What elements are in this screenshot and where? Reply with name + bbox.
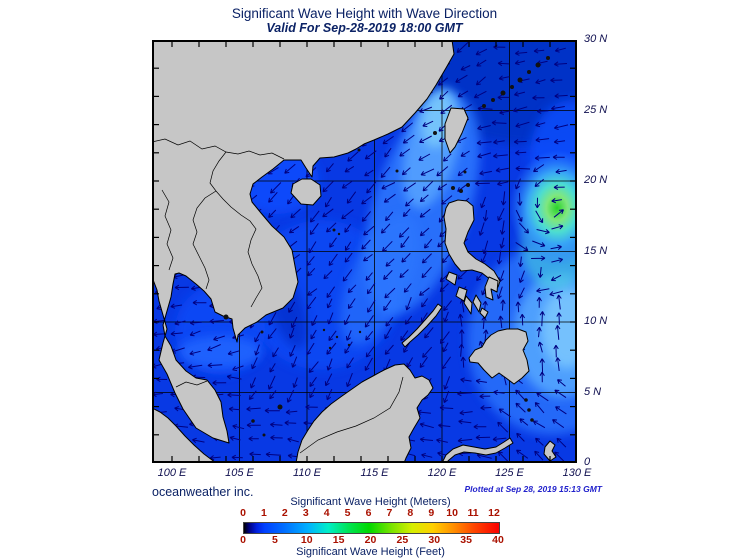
land-mindoro bbox=[445, 271, 458, 286]
colorbar-feet-number: 30 bbox=[428, 534, 441, 546]
ocean-wave-field bbox=[153, 41, 576, 462]
land-cebu bbox=[472, 294, 482, 313]
lat-label: 5 N bbox=[584, 385, 602, 398]
lon-label: 110 E bbox=[293, 467, 321, 479]
lat-label: 25 N bbox=[584, 103, 608, 116]
land-palawan bbox=[401, 303, 443, 348]
colorbar-feet-number: 15 bbox=[332, 534, 345, 546]
small-islands bbox=[223, 56, 550, 437]
colorbar-gradient bbox=[243, 522, 500, 534]
lat-label: 0 bbox=[584, 456, 591, 468]
colorbar-feet-number: 5 bbox=[271, 534, 278, 546]
lon-label: 130 E bbox=[562, 467, 592, 479]
lon-label: 100 E bbox=[157, 467, 187, 479]
colorbar-meters-number: 11 bbox=[467, 507, 479, 519]
land-samar-leyte bbox=[484, 276, 499, 301]
land-bohol bbox=[479, 307, 489, 319]
colorbar-feet-number: 10 bbox=[300, 534, 313, 546]
land-mindanao bbox=[468, 328, 530, 385]
colorbar-feet-number: 0 bbox=[240, 534, 246, 546]
land-sumatra bbox=[153, 407, 216, 462]
lon-label: 115 E bbox=[360, 467, 389, 479]
land-asia-mainland bbox=[153, 41, 455, 444]
colorbar-caption-meters: Significant Wave Height (Meters) bbox=[290, 496, 451, 508]
valid-time-subtitle: Valid For Sep-28-2019 18:00 GMT bbox=[266, 21, 463, 35]
credit-text: oceanweather inc. bbox=[152, 485, 254, 499]
colorbar-meters-number: 5 bbox=[344, 507, 351, 519]
colorbar-meters-number: 12 bbox=[488, 507, 500, 519]
country-borders bbox=[153, 138, 404, 454]
colorbar-meters-number: 7 bbox=[386, 507, 393, 519]
lat-label: 10 N bbox=[584, 315, 608, 327]
colorbar-feet-number: 20 bbox=[364, 534, 377, 546]
colorbar-meters-number: 6 bbox=[365, 507, 372, 519]
colorbar-meters-number: 0 bbox=[240, 507, 246, 519]
land-negros bbox=[463, 295, 473, 315]
land-hainan bbox=[290, 178, 322, 206]
page-title: Significant Wave Height with Wave Direct… bbox=[231, 6, 498, 21]
map-canvas bbox=[152, 40, 577, 463]
colorbar-meters-number: 3 bbox=[302, 507, 309, 519]
lon-label: 125 E bbox=[495, 467, 524, 479]
lat-label: 30 N bbox=[584, 33, 608, 45]
lat-label: 20 N bbox=[584, 174, 608, 186]
colorbar-meters-number: 10 bbox=[446, 507, 458, 519]
colorbar-meters-number: 8 bbox=[407, 507, 414, 519]
map-frame bbox=[152, 40, 577, 463]
typhoon-wave-maximum bbox=[509, 150, 576, 266]
land-borneo bbox=[295, 363, 434, 462]
colorbar-feet-number: 35 bbox=[460, 534, 472, 546]
lon-label: 105 E bbox=[225, 467, 254, 479]
colorbar-meters-number: 1 bbox=[260, 507, 267, 519]
colorbar-meters-number: 4 bbox=[323, 507, 330, 519]
colorbar-meters-number: 9 bbox=[428, 507, 435, 519]
colorbar-feet-number: 40 bbox=[492, 534, 504, 546]
land-masses bbox=[153, 41, 557, 462]
colorbar-meters-number: 2 bbox=[281, 507, 288, 519]
colorbar-caption-feet: Significant Wave Height (Feet) bbox=[296, 546, 445, 558]
land-taiwan bbox=[444, 107, 469, 154]
lon-label: 120 E bbox=[427, 467, 457, 479]
frame-ticks bbox=[153, 41, 576, 462]
land-panay bbox=[455, 286, 468, 302]
land-sulawesi bbox=[441, 437, 514, 462]
land-luzon bbox=[443, 199, 501, 288]
plotted-timestamp: Plotted at Sep 28, 2019 15:13 GMT bbox=[464, 484, 602, 494]
map-canvas-wrap bbox=[152, 40, 577, 463]
lat-label: 15 N bbox=[584, 244, 608, 257]
land-halmahera bbox=[543, 440, 557, 462]
colorbar-feet-number: 25 bbox=[396, 534, 409, 546]
